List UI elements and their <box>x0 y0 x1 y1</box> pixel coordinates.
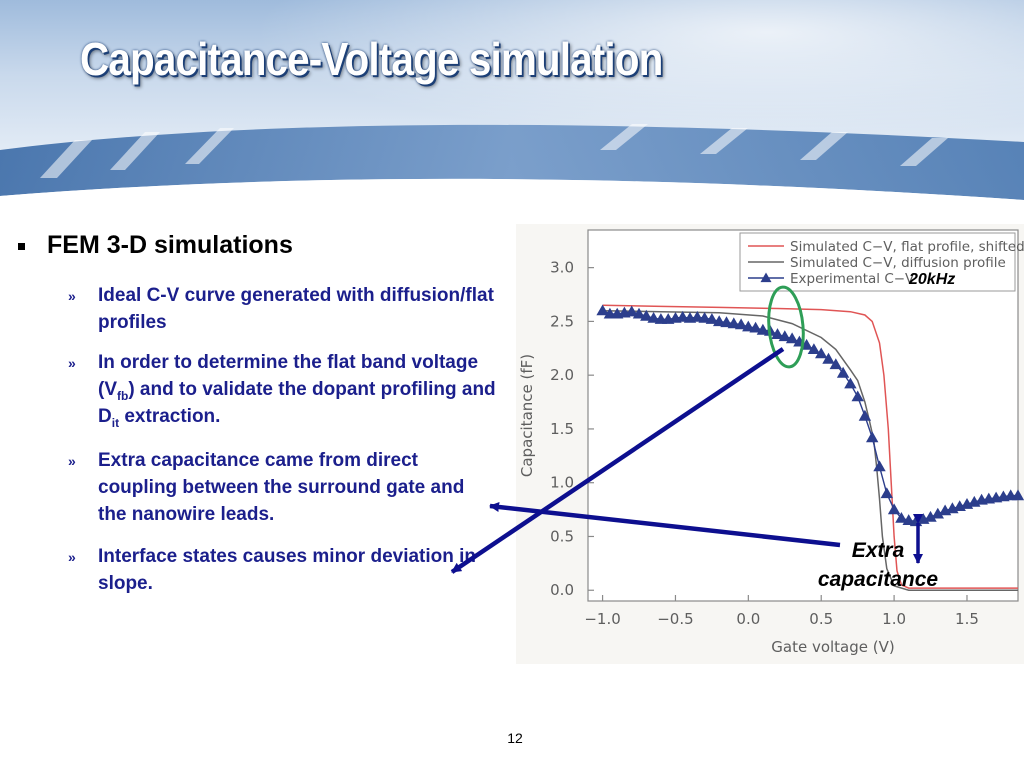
experimental-point <box>851 390 864 402</box>
sub-bullet: » Interface states causes minor deviatio… <box>68 543 498 597</box>
experimental-point <box>705 313 719 324</box>
sub-bullet-text: Ideal C-V curve generated with diffusion… <box>98 285 494 333</box>
legend-box <box>739 232 1016 292</box>
experimental-point <box>858 409 872 421</box>
slide-title: Capacitance-Voltage simulation <box>80 33 663 85</box>
x-tick-label: 0.5 <box>809 610 833 628</box>
x-tick-label: −0.5 <box>657 610 693 628</box>
legend-marker <box>760 272 772 283</box>
experimental-point <box>887 503 901 515</box>
experimental-point <box>727 317 740 329</box>
y-tick-label: 2.5 <box>550 312 574 330</box>
experimental-point <box>844 377 857 389</box>
legend-label: Simulated C−V, flat profile, shifted <box>790 239 1024 255</box>
experimental-point <box>756 323 770 335</box>
experimental-point <box>895 512 908 523</box>
sub-bullet-marker: » <box>68 453 76 469</box>
sub-bullet: » Extra capacitance came from direct cou… <box>68 447 498 528</box>
y-tick-label: 3.0 <box>550 259 574 277</box>
sub-bullet-text: Extra capacitance came from direct coupl… <box>98 450 465 525</box>
experimental-point <box>749 321 762 333</box>
sub-bullet-text: In order to determine the flat band volt… <box>98 352 496 430</box>
experimental-point <box>698 312 711 323</box>
experimental-point <box>866 431 879 443</box>
y-tick-label: 1.5 <box>550 420 574 438</box>
experimental-point <box>1011 489 1024 501</box>
experimental-point <box>676 310 689 322</box>
main-bullet: FEM 3-D simulations <box>18 231 293 260</box>
experimental-point <box>625 305 638 317</box>
experimental-point <box>902 514 915 525</box>
frequency-label: 20kHz <box>909 271 956 288</box>
x-tick-label: 1.5 <box>955 610 979 628</box>
y-tick-label: 2.0 <box>550 366 574 384</box>
experimental-point <box>924 510 937 522</box>
experimental-point <box>720 316 733 328</box>
sub-bullet-marker: » <box>68 549 76 565</box>
experimental-point <box>829 358 842 370</box>
sub-bullet-marker: » <box>68 288 76 304</box>
experimental-point <box>807 343 821 354</box>
experimental-point <box>836 366 850 378</box>
experimental-point <box>742 320 755 332</box>
y-tick-label: 1.0 <box>550 474 574 492</box>
sub-bullet: » Ideal C-V curve generated with diffusi… <box>68 282 498 336</box>
sub-bullet: » In order to determine the flat band vo… <box>68 349 498 430</box>
y-tick-label: 0.0 <box>550 581 574 599</box>
experimental-point <box>815 347 828 359</box>
legend-label: Simulated C−V, diffusion profile <box>790 255 1006 271</box>
legend-label: Experimental C−V <box>790 271 915 287</box>
extra-capacitance-label: Extra capacitance <box>817 539 939 591</box>
x-axis-label: Gate voltage (V) <box>771 638 894 656</box>
experimental-point <box>713 315 726 327</box>
x-tick-label: −1.0 <box>584 610 620 628</box>
page-number: 12 <box>507 730 523 746</box>
main-bullet-text: FEM 3-D simulations <box>47 231 293 259</box>
x-tick-label: 0.0 <box>736 610 760 628</box>
header-banner <box>0 0 1024 215</box>
experimental-point <box>822 352 835 364</box>
bullet-square-icon <box>18 243 25 250</box>
experimental-point <box>632 307 646 319</box>
y-tick-label: 0.5 <box>550 527 574 545</box>
sub-bullet-text: Interface states causes minor deviation … <box>98 546 477 594</box>
experimental-point <box>880 487 893 499</box>
experimental-point <box>640 309 653 321</box>
experimental-point <box>691 310 704 322</box>
sub-bullet-marker: » <box>68 355 76 371</box>
experimental-point <box>647 312 660 323</box>
experimental-point <box>873 460 886 472</box>
experimental-point <box>596 304 609 316</box>
experimental-point <box>734 318 748 330</box>
experimental-point <box>931 507 944 519</box>
cv-chart: −1.0 −0.5 0.0 0.5 1.0 1.5 0.0 0.5 1.0 1.5 2.0 2.5 3.… <box>516 224 1024 664</box>
x-tick-label: 1.0 <box>882 610 906 628</box>
y-axis-label: Capacitance (fF) <box>518 354 536 477</box>
